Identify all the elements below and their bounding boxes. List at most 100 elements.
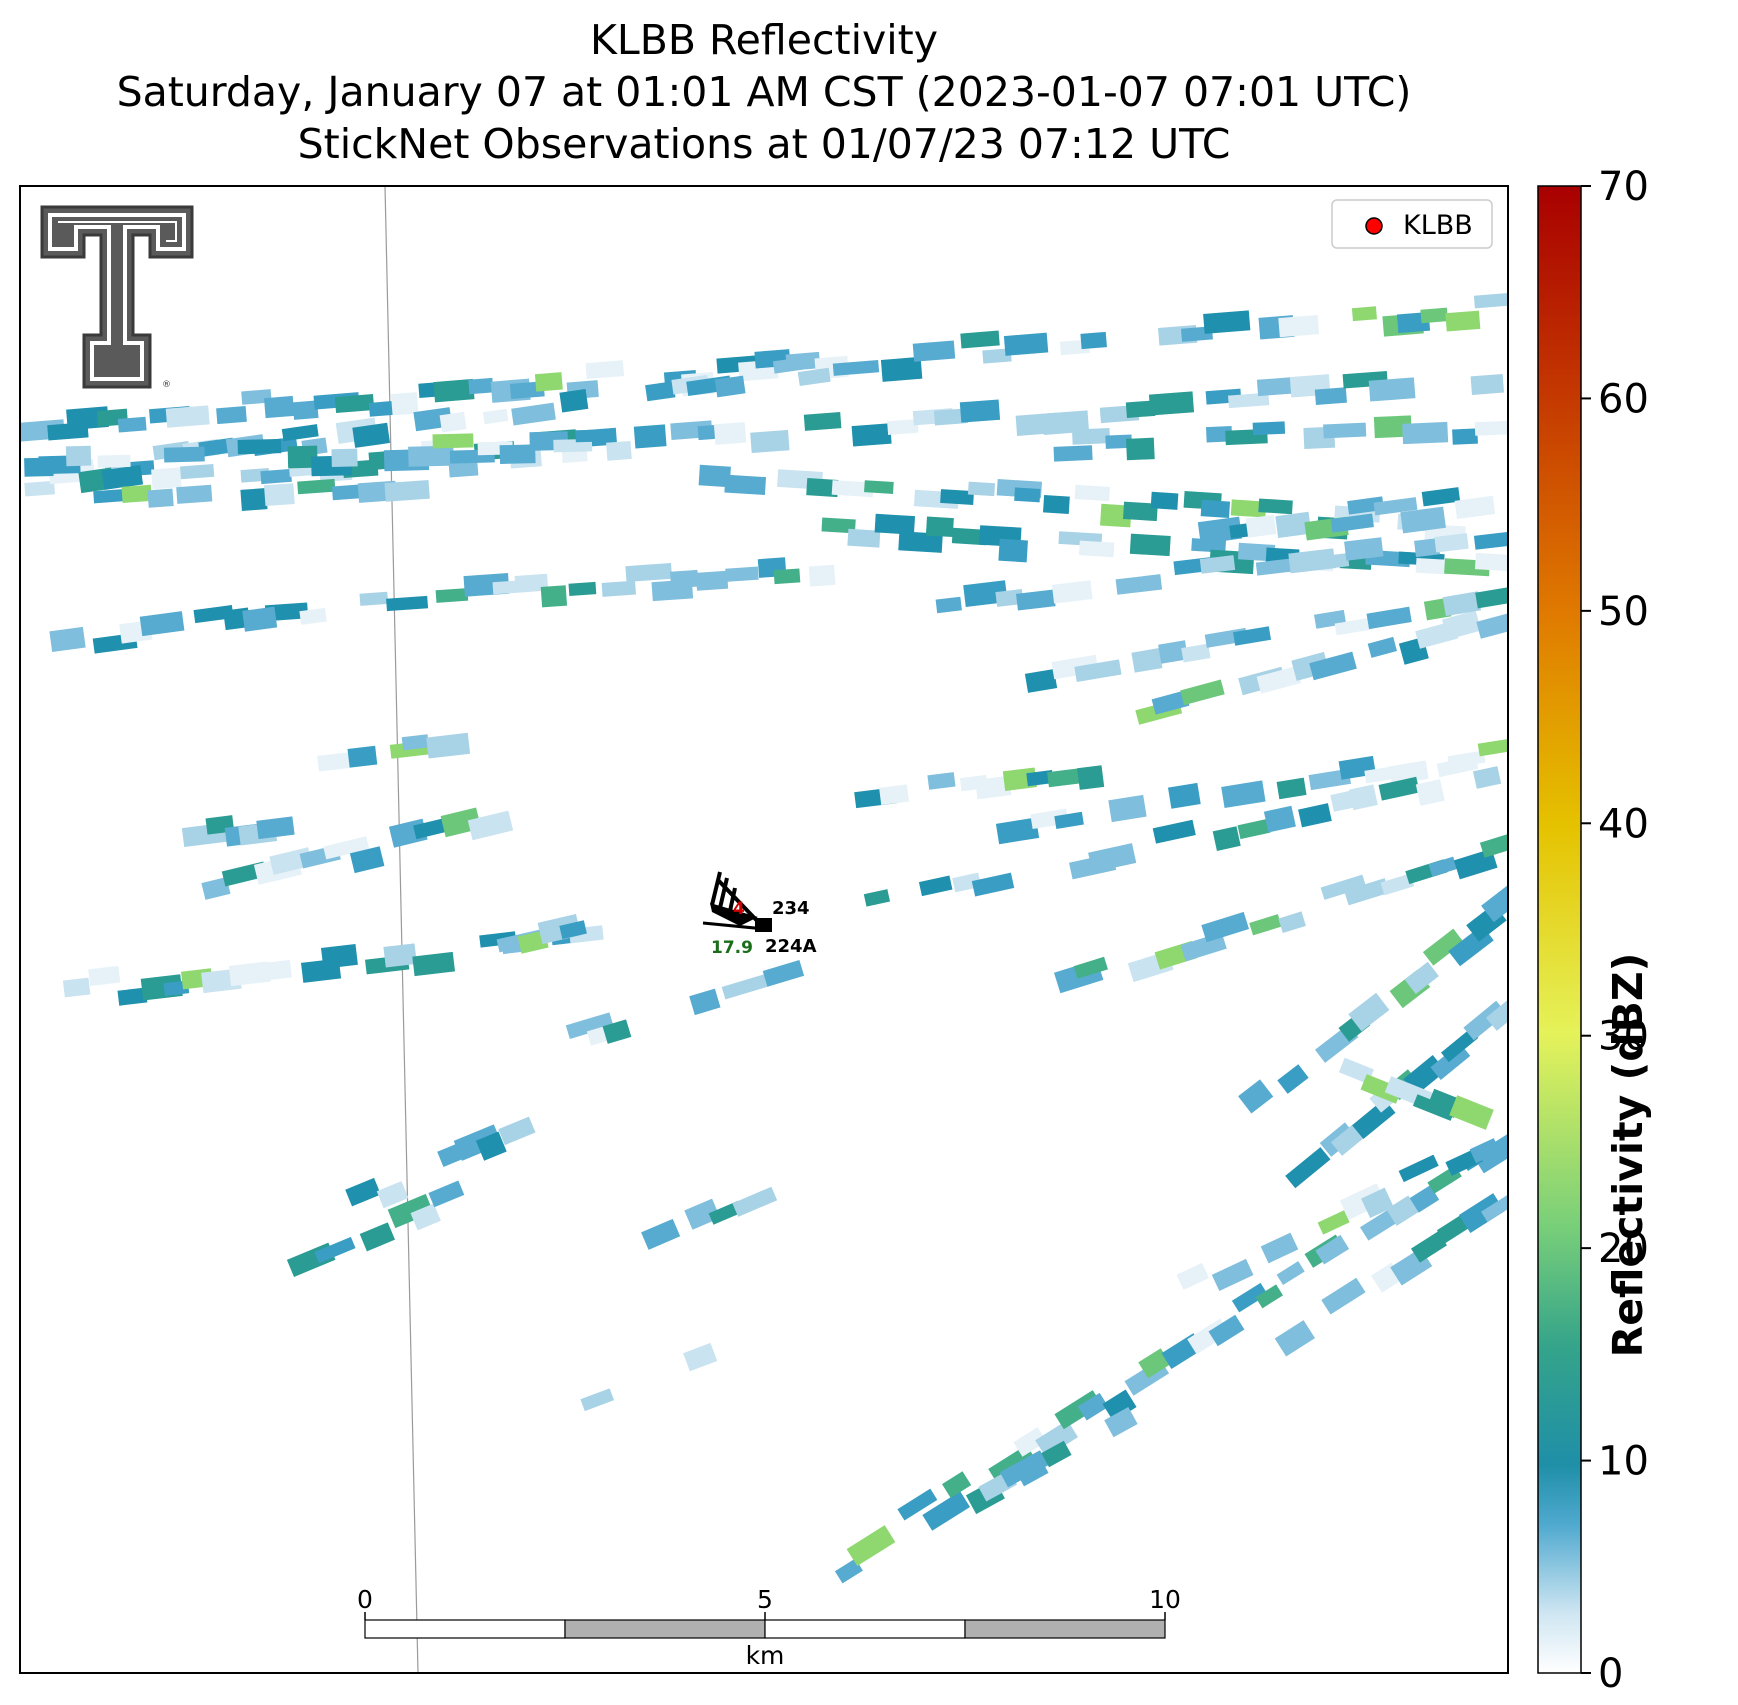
echo-cell xyxy=(1441,1028,1479,1063)
echo-cell xyxy=(1123,501,1158,522)
echo-cell xyxy=(1078,540,1115,558)
echo-cell xyxy=(534,372,563,392)
echo-cell xyxy=(940,489,975,505)
echo-cell xyxy=(1129,533,1171,557)
echo-cell xyxy=(1360,1074,1403,1104)
echo-cell xyxy=(498,1116,536,1146)
echo-cell xyxy=(401,734,430,751)
echo-cell xyxy=(468,377,494,395)
echo-cell xyxy=(797,367,831,386)
echo-cell xyxy=(1199,555,1236,574)
echo-cell xyxy=(287,445,318,469)
echo-cell xyxy=(1256,665,1302,694)
echo-cell xyxy=(439,411,467,433)
echo-cell xyxy=(1255,557,1300,576)
echo-cell xyxy=(390,392,419,416)
echo-cell xyxy=(1276,777,1307,800)
echo-cell xyxy=(1389,760,1429,785)
echo-cell xyxy=(1102,1389,1137,1422)
echo-cell xyxy=(1180,679,1225,706)
echo-cell xyxy=(1485,993,1508,1031)
echo-cell xyxy=(1422,928,1464,966)
echo-cell xyxy=(808,564,836,587)
echo-cell xyxy=(714,375,746,398)
station-234-value: 4 xyxy=(733,899,745,919)
echo-cell xyxy=(1314,387,1347,405)
echo-cell xyxy=(995,817,1040,845)
echo-cell xyxy=(1181,643,1211,663)
echo-cell xyxy=(1454,495,1496,520)
echo-cell xyxy=(1285,1147,1331,1189)
echo-cell xyxy=(1298,803,1332,828)
echo-cell xyxy=(1338,1057,1374,1084)
echo-cell xyxy=(998,538,1028,563)
echo-cell xyxy=(101,465,144,490)
svg-text:®: ® xyxy=(162,380,171,390)
echo-cell xyxy=(1473,530,1508,550)
echo-cell xyxy=(1231,1282,1268,1313)
echo-cell xyxy=(1238,1079,1274,1114)
echo-cell xyxy=(1319,553,1350,570)
echo-cell xyxy=(698,464,731,488)
echo-cell xyxy=(1378,776,1420,801)
echo-cell xyxy=(1373,415,1412,439)
echo-cell xyxy=(1211,1258,1254,1292)
echo-cell xyxy=(864,480,894,494)
echo-cell xyxy=(1256,377,1294,397)
echo-cell xyxy=(1415,558,1450,575)
echo-cell xyxy=(1421,487,1461,507)
echo-cell xyxy=(606,440,632,461)
echo-cell xyxy=(1361,1187,1394,1218)
echo-cell xyxy=(874,513,916,535)
echo-cell xyxy=(1276,1261,1305,1286)
echo-cell xyxy=(959,399,1001,423)
echo-cell xyxy=(1003,332,1049,356)
echo-cell xyxy=(750,429,790,454)
echo-cell xyxy=(1274,1320,1315,1357)
echo-cell xyxy=(387,1193,434,1229)
echo-cell xyxy=(1348,784,1378,811)
echo-cell xyxy=(1479,830,1508,858)
station-224a-value: 17.9 xyxy=(711,938,753,958)
station-plot: 4 234 17.9 224A xyxy=(702,871,817,958)
echo-cell xyxy=(428,1180,465,1208)
echo-cell xyxy=(201,877,231,900)
echo-cell xyxy=(670,569,699,589)
echo-cell xyxy=(831,480,874,498)
echo-cell xyxy=(1208,1314,1245,1347)
echo-cell xyxy=(1308,768,1351,791)
echo-cell xyxy=(1351,306,1377,322)
scale-tick-10: 10 xyxy=(1149,1585,1181,1614)
echo-cell xyxy=(1315,1234,1350,1265)
echo-cell xyxy=(1125,437,1155,461)
echo-cell xyxy=(1442,610,1482,640)
echo-cell xyxy=(1200,499,1231,518)
echo-cell xyxy=(345,1177,381,1207)
echo-cell xyxy=(499,444,536,464)
echo-cell xyxy=(292,400,319,420)
map-border xyxy=(19,185,1509,1674)
echo-cell xyxy=(880,356,923,382)
colorbar-tick-label: 50 xyxy=(1598,589,1649,635)
scale-bar: 0 5 10 km xyxy=(357,1585,1181,1670)
echo-cell xyxy=(1108,794,1147,823)
echo-cell xyxy=(1104,1407,1138,1438)
echo-cell xyxy=(645,381,676,402)
echo-cell xyxy=(176,484,213,504)
echo-cell xyxy=(1260,1232,1299,1264)
echo-cell xyxy=(1237,542,1276,562)
echo-cell xyxy=(1373,497,1418,516)
echo-cell xyxy=(1321,1277,1366,1315)
echo-cell xyxy=(347,745,378,768)
echo-cell xyxy=(1088,843,1137,873)
echo-cell xyxy=(1317,1210,1350,1235)
echo-cell xyxy=(689,988,721,1016)
echo-cell xyxy=(1400,506,1446,534)
echo-cell xyxy=(1073,956,1108,979)
colorbar-tick-label: 10 xyxy=(1598,1439,1649,1485)
echo-cell xyxy=(349,846,385,874)
echo-cell xyxy=(724,474,767,496)
echo-cell xyxy=(193,604,234,624)
echo-cells xyxy=(20,292,1508,1584)
